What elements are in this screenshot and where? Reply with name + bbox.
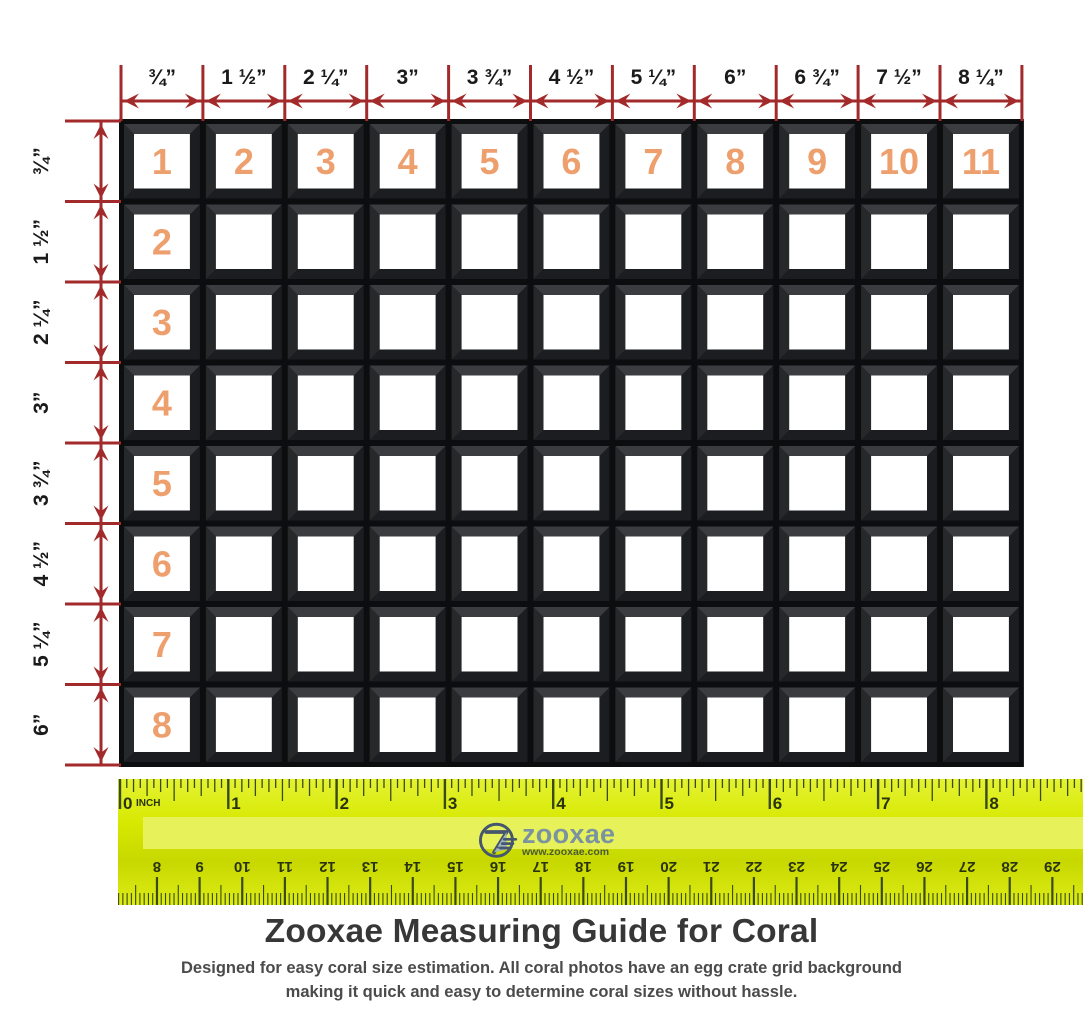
svg-text:7: 7 — [881, 794, 890, 813]
svg-text:5: 5 — [152, 463, 172, 504]
svg-text:2 ¼”: 2 ¼” — [30, 299, 53, 345]
svg-text:12: 12 — [319, 858, 336, 875]
svg-text:11: 11 — [962, 141, 1000, 182]
svg-text:3 ¾”: 3 ¾” — [467, 66, 513, 89]
svg-text:6”: 6” — [724, 66, 746, 89]
svg-text:2 ¼”: 2 ¼” — [303, 66, 349, 89]
svg-text:26: 26 — [916, 858, 933, 875]
svg-text:1 ½”: 1 ½” — [30, 219, 53, 265]
svg-text:15: 15 — [447, 858, 464, 875]
svg-text:13: 13 — [362, 858, 379, 875]
svg-text:29: 29 — [1044, 858, 1061, 875]
svg-text:1: 1 — [231, 794, 240, 813]
svg-text:INCH: INCH — [136, 798, 160, 809]
svg-text:www.zooxae.com: www.zooxae.com — [521, 846, 609, 858]
svg-text:2: 2 — [234, 141, 254, 182]
svg-text:3”: 3” — [30, 392, 53, 414]
svg-text:10: 10 — [234, 858, 251, 875]
svg-text:8: 8 — [153, 858, 161, 875]
svg-text:3: 3 — [316, 141, 336, 182]
svg-text:6: 6 — [152, 543, 172, 584]
svg-text:17: 17 — [532, 858, 549, 875]
svg-text:21: 21 — [703, 858, 720, 875]
svg-text:1: 1 — [152, 141, 172, 182]
svg-text:16: 16 — [490, 858, 507, 875]
svg-text:4: 4 — [152, 382, 172, 423]
svg-text:5 ¼”: 5 ¼” — [631, 66, 677, 89]
svg-text:3: 3 — [152, 302, 172, 343]
svg-text:14: 14 — [404, 858, 421, 875]
svg-text:18: 18 — [575, 858, 592, 875]
svg-text:8: 8 — [725, 141, 745, 182]
svg-text:20: 20 — [660, 858, 677, 875]
svg-text:6: 6 — [561, 141, 581, 182]
svg-text:8: 8 — [152, 704, 172, 745]
svg-text:0: 0 — [123, 794, 132, 813]
svg-text:zooxae: zooxae — [522, 819, 615, 849]
svg-text:28: 28 — [1001, 858, 1018, 875]
svg-text:11: 11 — [277, 858, 293, 875]
svg-text:6”: 6” — [30, 714, 53, 736]
svg-text:7: 7 — [152, 624, 172, 665]
svg-text:8 ¼”: 8 ¼” — [958, 66, 1004, 89]
svg-text:23: 23 — [788, 858, 805, 875]
svg-text:19: 19 — [618, 858, 635, 875]
svg-text:4: 4 — [556, 794, 566, 813]
svg-text:3 ¾”: 3 ¾” — [30, 460, 53, 506]
svg-text:6 ¾”: 6 ¾” — [794, 66, 840, 89]
svg-text:8: 8 — [989, 794, 998, 813]
svg-text:10: 10 — [879, 141, 919, 182]
svg-text:¾”: ¾” — [148, 66, 176, 89]
svg-text:7: 7 — [643, 141, 663, 182]
svg-text:4 ½”: 4 ½” — [549, 66, 595, 89]
svg-text:25: 25 — [873, 858, 890, 875]
svg-text:6: 6 — [773, 794, 782, 813]
svg-text:7 ½”: 7 ½” — [876, 66, 922, 89]
svg-text:5 ¼”: 5 ¼” — [30, 621, 53, 667]
svg-text:3”: 3” — [397, 66, 419, 89]
svg-text:1 ½”: 1 ½” — [221, 66, 267, 89]
svg-text:5: 5 — [665, 794, 674, 813]
svg-text:9: 9 — [807, 141, 827, 182]
svg-text:24: 24 — [830, 858, 847, 875]
svg-text:2: 2 — [340, 794, 349, 813]
svg-text:4: 4 — [398, 141, 418, 182]
svg-text:3: 3 — [448, 794, 457, 813]
svg-text:5: 5 — [480, 141, 500, 182]
svg-text:2: 2 — [152, 221, 172, 262]
svg-text:22: 22 — [746, 858, 763, 875]
svg-text:9: 9 — [195, 858, 203, 875]
svg-text:4 ½”: 4 ½” — [30, 541, 53, 587]
svg-text:27: 27 — [959, 858, 976, 875]
svg-text:¾”: ¾” — [30, 147, 53, 175]
